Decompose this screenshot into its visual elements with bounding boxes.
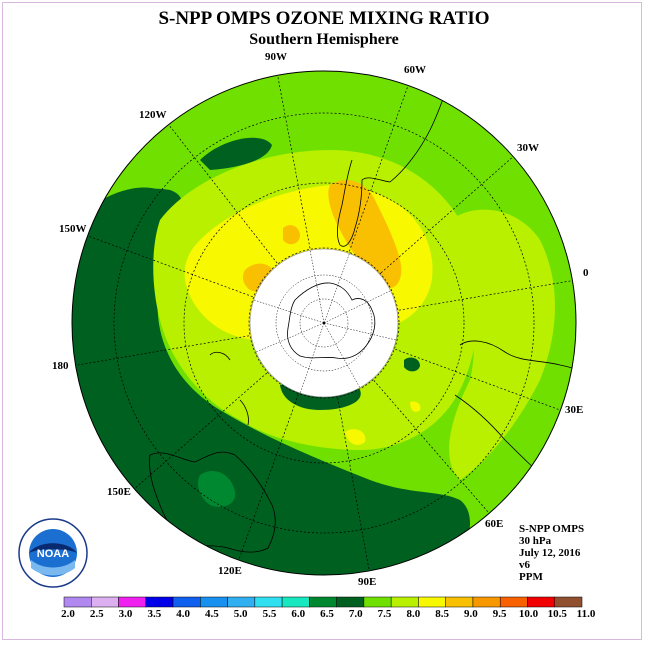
info-date: July 12, 2016 xyxy=(519,547,581,559)
colorbar-tick-label: 7.5 xyxy=(377,608,392,620)
lon-label-30e: 30E xyxy=(565,404,584,416)
lon-label-150w: 150W xyxy=(59,223,87,235)
noaa-logo: NOAA xyxy=(18,518,88,588)
map-border xyxy=(71,70,577,576)
lon-label-0: 0 xyxy=(583,267,589,279)
info-units: PPM xyxy=(519,571,543,583)
colorbar-tick-label: 4.5 xyxy=(205,608,219,620)
colorbar-tick-label: 7.0 xyxy=(348,608,363,620)
lon-label-60e: 60E xyxy=(485,518,504,530)
lon-label-90e: 90E xyxy=(358,576,377,588)
dark-green-patch-east xyxy=(404,357,420,372)
gold-patch-1 xyxy=(328,180,402,289)
colorbar-tick-label: 9.0 xyxy=(464,608,478,620)
yellow-green-region-2 xyxy=(449,209,555,480)
colorbar-tick-label: 3.5 xyxy=(147,608,162,620)
lon-label-150e: 150E xyxy=(107,486,131,498)
lon-label-30w: 30W xyxy=(517,142,539,154)
info-instrument: S-NPP OMPS xyxy=(519,523,585,535)
colorbar-tick-label: 2.5 xyxy=(89,608,104,620)
colorbar-tick-label: 11.0 xyxy=(576,608,596,620)
dark-green-band-2 xyxy=(72,187,160,320)
page-subtitle: Southern Hemisphere xyxy=(249,31,399,48)
colorbar-tick-label: 9.5 xyxy=(492,608,507,620)
figure-frame xyxy=(2,2,642,640)
colorbar-tick-label: 5.0 xyxy=(233,608,248,620)
coastline-australia xyxy=(149,451,276,553)
colorbar-tick-label: 3.0 xyxy=(118,608,133,620)
dark-green-band xyxy=(72,188,471,575)
coastline-south-america xyxy=(336,79,451,247)
product-info: S-NPP OMPS 30 hPa July 12, 2016 v6 PPM xyxy=(519,523,584,583)
info-version: v6 xyxy=(519,559,530,571)
noaa-logo-text: NOAA xyxy=(37,548,69,560)
colorbar-tick-label: 5.5 xyxy=(262,608,277,620)
gold-patch-3 xyxy=(283,225,300,245)
lon-label-90w: 90W xyxy=(265,51,287,63)
colorbar-tick-label: 10.0 xyxy=(518,608,539,620)
info-level: 30 hPa xyxy=(519,535,552,547)
lon-label-180: 180 xyxy=(52,360,69,372)
lon-label-120w: 120W xyxy=(139,109,167,121)
colorbar-tick-label: 6.0 xyxy=(291,608,306,620)
colorbar-tick-label: 8.0 xyxy=(406,608,421,620)
colorbar-tick-label: 8.5 xyxy=(435,608,449,620)
yellow-patch-south xyxy=(345,429,366,445)
dark-green-patch-top xyxy=(200,137,272,170)
colorbar-tick-label: 6.5 xyxy=(320,608,334,620)
coastline-new-zealand xyxy=(209,351,249,426)
polar-graticule xyxy=(253,249,397,395)
colorbar-tick-label: 4.0 xyxy=(176,608,190,620)
lon-label-60w: 60W xyxy=(404,64,426,76)
colorbar-tick-label: 10.5 xyxy=(547,608,567,620)
lon-label-120e: 120E xyxy=(218,565,242,577)
yellow-patch-east xyxy=(410,401,421,412)
page-title: S-NPP OMPS OZONE MIXING RATIO xyxy=(158,8,490,29)
colorbar-tick-label: 2.0 xyxy=(61,608,75,620)
south-pole-dot xyxy=(322,321,326,325)
